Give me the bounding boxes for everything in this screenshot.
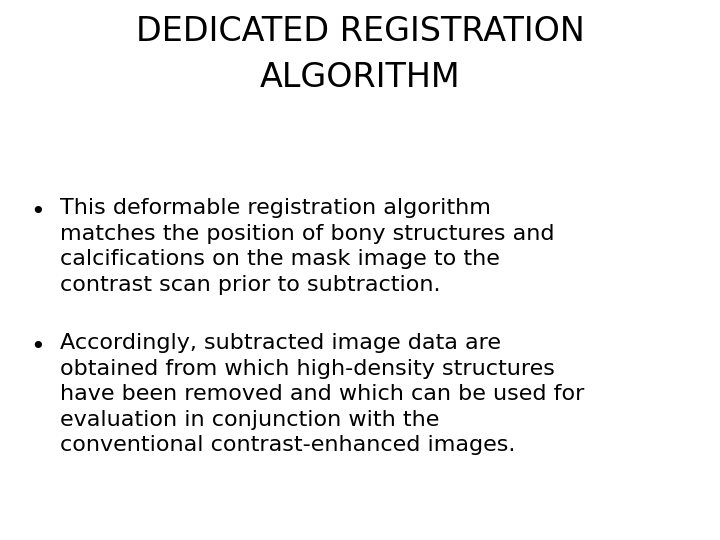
Text: DEDICATED REGISTRATION
ALGORITHM: DEDICATED REGISTRATION ALGORITHM	[135, 15, 585, 94]
Text: This deformable registration algorithm
matches the position of bony structures a: This deformable registration algorithm m…	[60, 198, 554, 295]
Text: •: •	[30, 335, 45, 359]
Text: •: •	[30, 200, 45, 224]
Text: Accordingly, subtracted image data are
obtained from which high-density structur: Accordingly, subtracted image data are o…	[60, 333, 585, 455]
